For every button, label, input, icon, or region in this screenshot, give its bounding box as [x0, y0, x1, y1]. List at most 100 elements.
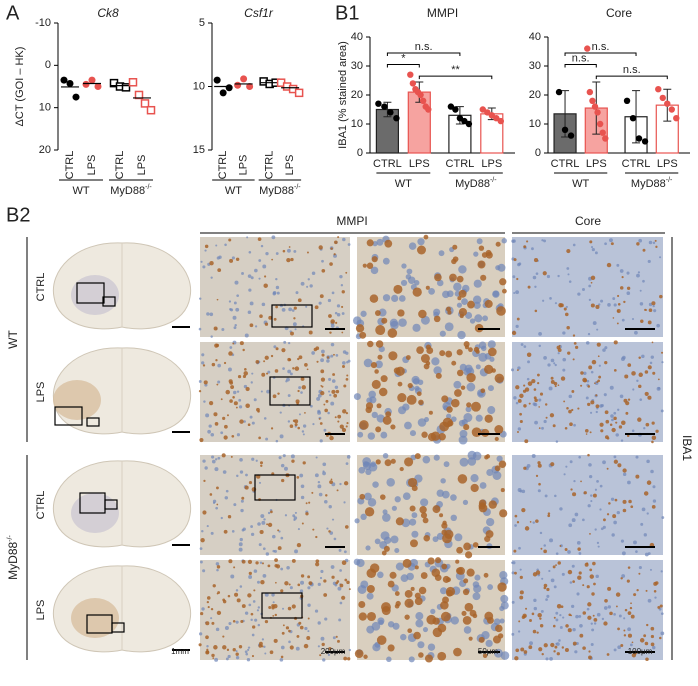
stained-cell	[277, 392, 280, 395]
nucleus	[588, 284, 592, 288]
zoom-box	[254, 474, 296, 501]
category-label: LPS	[481, 158, 502, 170]
stained-cell	[333, 393, 338, 398]
nucleus	[532, 521, 535, 524]
stained-cell	[613, 459, 619, 464]
stained-cell	[442, 520, 447, 525]
stained-cell	[329, 262, 333, 266]
nucleus	[620, 357, 625, 361]
stained-cell	[556, 652, 560, 656]
nucleus	[302, 424, 307, 428]
nucleus	[317, 484, 322, 489]
nucleus	[204, 249, 207, 252]
stained-cell	[272, 615, 275, 617]
data-point	[602, 135, 609, 142]
stained-cell	[270, 510, 273, 514]
nucleus	[472, 295, 482, 304]
stained-cell	[341, 290, 345, 294]
stained-cell	[519, 575, 523, 580]
nucleus	[462, 499, 469, 506]
nucleus	[263, 417, 267, 420]
nucleus	[469, 318, 476, 324]
nucleus	[467, 450, 477, 460]
nucleus	[330, 354, 334, 358]
nucleus	[229, 308, 232, 311]
nucleus	[236, 294, 240, 298]
nucleus	[591, 628, 595, 632]
stained-cell	[494, 373, 505, 384]
nucleus	[280, 536, 284, 540]
nucleus	[453, 380, 462, 389]
nucleus	[555, 440, 559, 443]
group-label-sup: -/-	[145, 184, 152, 191]
nucleus	[512, 239, 516, 243]
nucleus	[372, 643, 381, 652]
nucleus	[474, 574, 481, 581]
nucleus	[626, 271, 630, 275]
nucleus	[578, 552, 582, 555]
stained-cell	[481, 252, 488, 258]
stained-cell	[300, 377, 305, 381]
stained-cell	[543, 643, 548, 648]
nucleus	[367, 498, 377, 507]
stained-cell	[264, 322, 269, 326]
stained-cell	[465, 551, 473, 559]
nucleus	[340, 284, 344, 287]
nucleus	[278, 530, 281, 533]
stained-cell	[404, 598, 414, 608]
stained-cell	[471, 427, 482, 438]
nucleus	[543, 239, 547, 243]
nucleus	[500, 601, 509, 610]
stained-cell	[637, 417, 642, 422]
nucleus	[202, 265, 206, 269]
nucleus	[636, 379, 639, 382]
nucleus	[328, 377, 332, 381]
nucleus	[532, 275, 537, 280]
nucleus	[214, 657, 219, 662]
data-point	[561, 126, 569, 133]
nucleus	[244, 650, 248, 654]
nucleus	[273, 549, 277, 553]
nucleus	[519, 489, 523, 493]
stained-cell	[394, 591, 400, 596]
stained-cell	[655, 429, 659, 433]
stained-cell	[546, 587, 550, 592]
nucleus	[646, 459, 650, 464]
stained-cell	[294, 419, 299, 424]
stained-cell	[494, 425, 504, 434]
stained-cell	[275, 305, 278, 309]
stained-cell	[274, 558, 278, 563]
stained-cell	[308, 330, 313, 335]
stained-cell	[247, 593, 252, 598]
nucleus	[214, 458, 218, 461]
nucleus	[272, 601, 275, 604]
stained-cell	[434, 273, 442, 282]
nucleus	[210, 335, 213, 338]
nucleus	[320, 569, 324, 574]
stained-cell	[470, 483, 479, 493]
stained-cell	[423, 234, 429, 240]
stained-cell	[600, 429, 604, 433]
stained-cell	[380, 494, 386, 500]
nucleus	[475, 414, 483, 422]
stained-cell	[466, 372, 476, 383]
nucleus	[611, 418, 614, 422]
nucleus	[235, 655, 240, 660]
stained-cell	[537, 463, 542, 468]
data-point	[234, 81, 242, 89]
stained-cell	[281, 478, 285, 483]
nucleus	[411, 530, 419, 538]
nucleus	[520, 343, 524, 346]
stained-cell	[320, 384, 323, 387]
stained-cell	[535, 519, 539, 523]
stained-cell	[204, 244, 209, 249]
stained-cell	[385, 411, 392, 418]
nucleus	[250, 532, 255, 537]
nucleus	[281, 308, 286, 312]
nucleus	[336, 312, 341, 317]
stained-cell	[259, 529, 264, 535]
chart-title: Ck8	[97, 6, 119, 20]
category-label: CTRL	[551, 158, 580, 170]
nucleus	[583, 371, 587, 375]
nucleus	[295, 291, 299, 295]
